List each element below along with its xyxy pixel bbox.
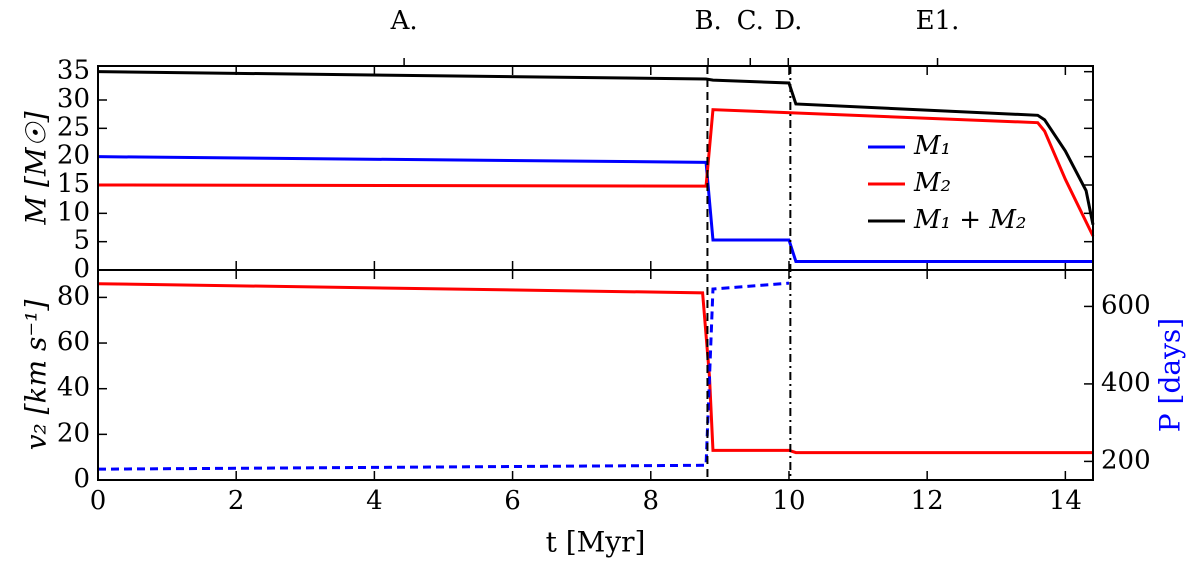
y-tick-label: 30 (57, 84, 90, 114)
legend-label: M₁ + M₂ (913, 205, 1026, 235)
x-tick-label: 8 (643, 486, 660, 516)
y2-tick-label: 400 (1101, 368, 1151, 398)
y-tick-label: 40 (57, 373, 90, 403)
phase-label: B. (694, 6, 721, 36)
series-line (97, 282, 1093, 455)
y-tick-label: 20 (57, 418, 90, 448)
y-axis-label: M [M☉] (20, 111, 53, 225)
phase-label: A. (390, 6, 418, 36)
series-line (97, 70, 1095, 225)
legend-label: M₁ (913, 131, 951, 161)
axes-frame (97, 269, 1094, 481)
y-axis-label: v₂ [km s⁻¹] (20, 300, 53, 451)
legend-label: M₂ (913, 168, 951, 198)
y-tick-label: 60 (57, 327, 90, 357)
y2-tick-label: 200 (1101, 445, 1151, 475)
phase-label: E1. (916, 6, 960, 36)
series-line (97, 281, 790, 471)
series-line (97, 155, 1093, 263)
y-tick-label: 20 (57, 141, 90, 171)
x-axis-label: t [Myr] (546, 526, 646, 559)
x-tick-label: 12 (911, 486, 944, 516)
phase-label: C. (737, 6, 764, 36)
x-tick-label: 0 (90, 486, 107, 516)
y-tick-label: 80 (57, 281, 90, 311)
y-tick-label: 35 (57, 56, 90, 86)
x-tick-label: 14 (1049, 486, 1082, 516)
x-tick-label: 10 (772, 486, 805, 516)
y-tick-label: 25 (57, 112, 90, 142)
phase-label: D. (774, 6, 802, 36)
y-tick-label: 0 (73, 254, 90, 284)
y-tick-label: 5 (73, 226, 90, 256)
x-tick-label: 2 (228, 486, 245, 516)
y2-tick-label: 600 (1101, 290, 1151, 320)
y-tick-label: 10 (57, 197, 90, 227)
y-tick-label: 15 (57, 169, 90, 199)
y2-axis-label: P [days] (1154, 318, 1187, 432)
x-tick-label: 4 (366, 486, 383, 516)
y-tick-label: 0 (73, 464, 90, 494)
x-tick-label: 6 (504, 486, 521, 516)
